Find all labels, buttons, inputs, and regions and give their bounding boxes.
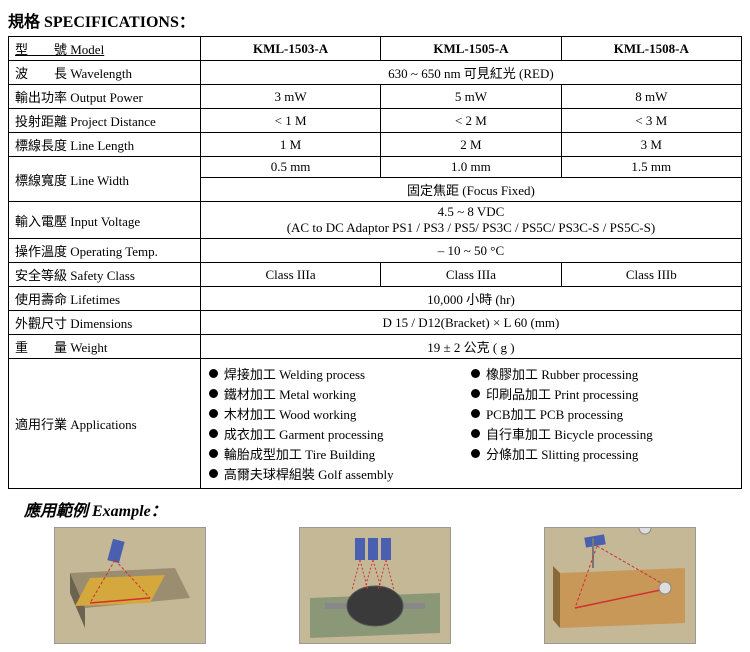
app-text: 橡膠加工 Rubber processing	[486, 364, 638, 383]
app-item: 成衣加工 Garment processing	[209, 424, 471, 443]
example-row	[8, 527, 742, 644]
weight-row: 重 量 Weight 19 ± 2 公克 ( g )	[9, 335, 742, 359]
app-item: 輪胎成型加工 Tire Building	[209, 444, 471, 463]
bullet-icon	[209, 389, 218, 398]
app-text: 輪胎成型加工 Tire Building	[224, 444, 375, 463]
dim-label: 外觀尺寸 Dimensions	[9, 311, 201, 335]
model-2: KML-1505-A	[381, 37, 561, 61]
apps-left-col: 焊接加工 Welding process鐵材加工 Metal working木材…	[209, 363, 471, 484]
app-item: 木材加工 Wood working	[209, 404, 471, 423]
voltage-line1: 4.5 ~ 8 VDC	[207, 204, 735, 220]
example-image-1	[54, 527, 206, 644]
distance-1: < 1 M	[200, 109, 380, 133]
app-text: 分條加工 Slitting processing	[486, 444, 638, 463]
life-val: 10,000 小時 (hr)	[200, 287, 741, 311]
distance-2: < 2 M	[381, 109, 561, 133]
power-row: 輸出功率 Output Power 3 mW 5 mW 8 mW	[9, 85, 742, 109]
model-1: KML-1503-A	[200, 37, 380, 61]
power-2: 5 mW	[381, 85, 561, 109]
power-label: 輸出功率 Output Power	[9, 85, 201, 109]
app-item: 高爾夫球桿組裝 Golf assembly	[209, 464, 471, 483]
voltage-line2: (AC to DC Adaptor PS1 / PS3 / PS5/ PS3C …	[207, 220, 735, 236]
app-text: 鐵材加工 Metal working	[224, 384, 356, 403]
app-item: 焊接加工 Welding process	[209, 364, 471, 383]
dim-row: 外觀尺寸 Dimensions D 15 / D12(Bracket) × L …	[9, 311, 742, 335]
temp-val: – 10 ~ 50 °C	[200, 239, 741, 263]
app-item: 鐵材加工 Metal working	[209, 384, 471, 403]
safety-2: Class IIIa	[381, 263, 561, 287]
linewidth-3: 1.5 mm	[561, 157, 741, 178]
weight-label: 重 量 Weight	[9, 335, 201, 359]
apps-row: 適用行業 Applications 焊接加工 Welding process鐵材…	[9, 359, 742, 489]
app-text: 焊接加工 Welding process	[224, 364, 365, 383]
linelen-3: 3 M	[561, 133, 741, 157]
temp-row: 操作溫度 Operating Temp. – 10 ~ 50 °C	[9, 239, 742, 263]
example-title: 應用範例 Example：	[24, 497, 742, 521]
example-image-3	[544, 527, 696, 644]
life-row: 使用壽命 Lifetimes 10,000 小時 (hr)	[9, 287, 742, 311]
bullet-icon	[209, 369, 218, 378]
wavelength-row: 波 長 Wavelength 630 ~ 650 nm 可見紅光 (RED)	[9, 61, 742, 85]
app-text: PCB加工 PCB processing	[486, 404, 623, 423]
model-label: 型 號 Model	[9, 37, 201, 61]
spec-table: 型 號 Model KML-1503-A KML-1505-A KML-1508…	[8, 36, 742, 489]
temp-label: 操作溫度 Operating Temp.	[9, 239, 201, 263]
safety-row: 安全等級 Safety Class Class IIIa Class IIIa …	[9, 263, 742, 287]
bullet-icon	[471, 389, 480, 398]
distance-3: < 3 M	[561, 109, 741, 133]
dim-val: D 15 / D12(Bracket) × L 60 (mm)	[200, 311, 741, 335]
linelen-2: 2 M	[381, 133, 561, 157]
bullet-icon	[471, 409, 480, 418]
power-1: 3 mW	[200, 85, 380, 109]
voltage-row: 輸入電壓 Input Voltage 4.5 ~ 8 VDC (AC to DC…	[9, 202, 742, 239]
linelen-label: 標線長度 Line Length	[9, 133, 201, 157]
voltage-label: 輸入電壓 Input Voltage	[9, 202, 201, 239]
app-item: 分條加工 Slitting processing	[471, 444, 733, 463]
focus-val: 固定焦距 (Focus Fixed)	[200, 178, 741, 202]
example-image-2	[299, 527, 451, 644]
apps-cell: 焊接加工 Welding process鐵材加工 Metal working木材…	[200, 359, 741, 489]
life-label: 使用壽命 Lifetimes	[9, 287, 201, 311]
app-item: PCB加工 PCB processing	[471, 404, 733, 423]
wavelength-val: 630 ~ 650 nm 可見紅光 (RED)	[200, 61, 741, 85]
linewidth-2: 1.0 mm	[381, 157, 561, 178]
apps-label: 適用行業 Applications	[9, 359, 201, 489]
app-text: 成衣加工 Garment processing	[224, 424, 384, 443]
app-text: 自行車加工 Bicycle processing	[486, 424, 653, 443]
bullet-icon	[209, 469, 218, 478]
app-item: 橡膠加工 Rubber processing	[471, 364, 733, 383]
linewidth-label: 標線寬度 Line Width	[9, 157, 201, 202]
distance-row: 投射距離 Project Distance < 1 M < 2 M < 3 M	[9, 109, 742, 133]
bullet-icon	[209, 449, 218, 458]
bullet-icon	[471, 449, 480, 458]
bullet-icon	[471, 369, 480, 378]
safety-3: Class IIIb	[561, 263, 741, 287]
app-item: 自行車加工 Bicycle processing	[471, 424, 733, 443]
wavelength-label: 波 長 Wavelength	[9, 61, 201, 85]
bullet-icon	[209, 409, 218, 418]
voltage-val: 4.5 ~ 8 VDC (AC to DC Adaptor PS1 / PS3 …	[200, 202, 741, 239]
app-text: 木材加工 Wood working	[224, 404, 357, 423]
app-text: 高爾夫球桿組裝 Golf assembly	[224, 464, 394, 483]
spec-title: 規格 SPECIFICATIONS：	[8, 8, 742, 32]
app-item: 印刷品加工 Print processing	[471, 384, 733, 403]
linelen-1: 1 M	[200, 133, 380, 157]
linelen-row: 標線長度 Line Length 1 M 2 M 3 M	[9, 133, 742, 157]
header-row: 型 號 Model KML-1503-A KML-1505-A KML-1508…	[9, 37, 742, 61]
safety-label: 安全等級 Safety Class	[9, 263, 201, 287]
linewidth-row: 標線寬度 Line Width 0.5 mm 1.0 mm 1.5 mm	[9, 157, 742, 178]
linewidth-1: 0.5 mm	[200, 157, 380, 178]
apps-right-col: 橡膠加工 Rubber processing印刷品加工 Print proces…	[471, 363, 733, 484]
model-3: KML-1508-A	[561, 37, 741, 61]
app-text: 印刷品加工 Print processing	[486, 384, 638, 403]
safety-1: Class IIIa	[200, 263, 380, 287]
distance-label: 投射距離 Project Distance	[9, 109, 201, 133]
weight-val: 19 ± 2 公克 ( g )	[200, 335, 741, 359]
power-3: 8 mW	[561, 85, 741, 109]
bullet-icon	[209, 429, 218, 438]
bullet-icon	[471, 429, 480, 438]
